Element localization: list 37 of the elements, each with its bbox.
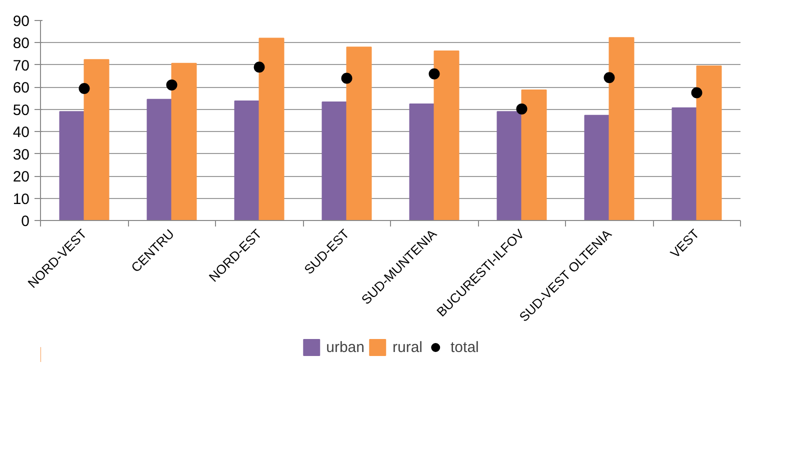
point — [604, 72, 615, 84]
point — [78, 83, 90, 94]
bar — [146, 98, 172, 220]
bar — [234, 100, 260, 220]
bar — [608, 37, 634, 220]
bar — [258, 38, 284, 220]
bar — [409, 104, 435, 220]
y-tick-label: 60 — [12, 80, 30, 97]
bar — [434, 50, 460, 220]
bar — [346, 46, 372, 220]
legend-label: urban — [326, 338, 364, 356]
bar — [59, 111, 85, 220]
bar — [496, 111, 522, 220]
y-tick-label: 20 — [12, 168, 30, 186]
y-tick-label: 90 — [12, 13, 30, 30]
y-tick-label: 40 — [12, 124, 30, 142]
legend-label: total — [450, 338, 479, 356]
bar — [584, 114, 610, 220]
bar — [84, 59, 110, 220]
y-tick-label: 30 — [12, 146, 30, 164]
y-tick-label: 70 — [12, 57, 30, 74]
bar — [521, 90, 547, 220]
point — [428, 68, 440, 80]
point — [341, 72, 352, 84]
y-tick-label: 0 — [21, 213, 30, 230]
bar — [696, 66, 722, 220]
point — [516, 103, 528, 114]
bar — [672, 107, 698, 220]
y-tick-label: 80 — [12, 35, 30, 52]
bar — [171, 62, 197, 220]
point — [254, 62, 265, 73]
y-tick-label: 10 — [12, 190, 30, 208]
point — [691, 87, 702, 98]
point — [166, 79, 178, 90]
bar — [322, 102, 348, 220]
legend-label: rural — [392, 338, 423, 356]
y-tick-label: 50 — [12, 102, 30, 119]
